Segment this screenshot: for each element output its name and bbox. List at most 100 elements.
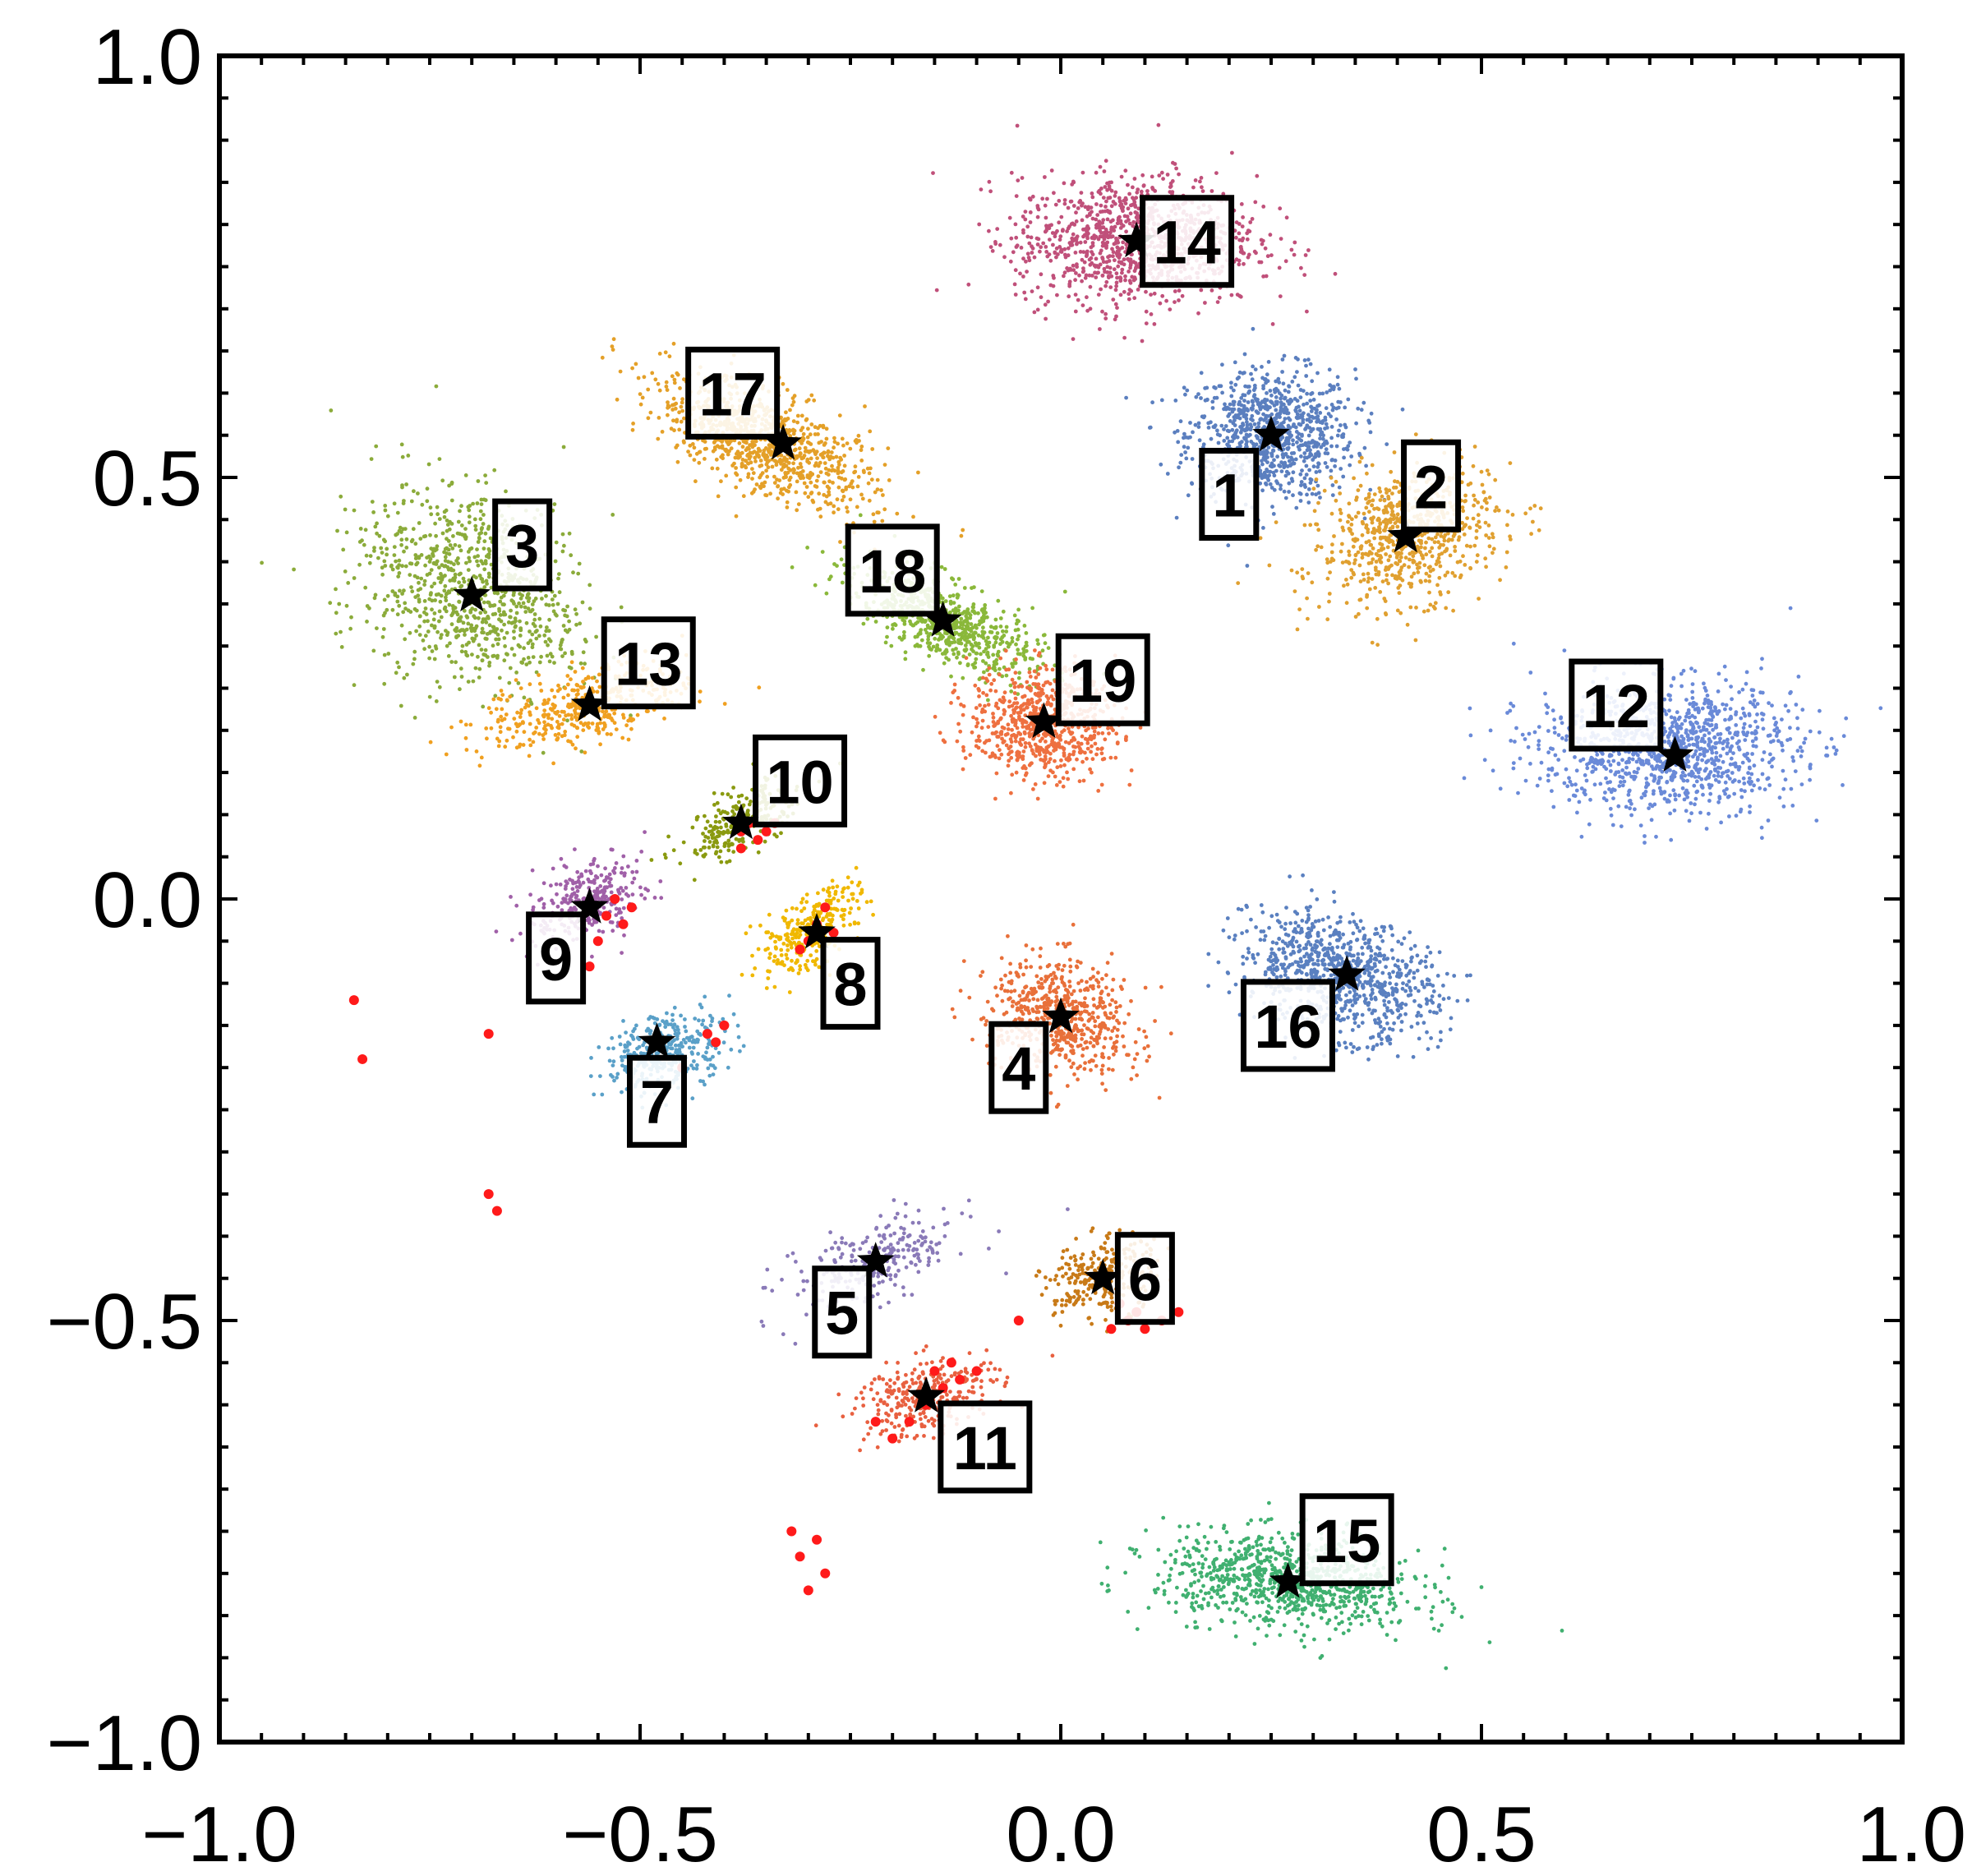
cluster-point — [765, 1267, 770, 1272]
cluster-point — [724, 824, 729, 828]
cluster-point — [1279, 408, 1283, 413]
cluster-point — [1093, 1053, 1098, 1058]
cluster-point — [1131, 1065, 1136, 1070]
cluster-point — [841, 913, 846, 917]
cluster-point — [1017, 1016, 1021, 1021]
cluster-point — [417, 580, 421, 585]
cluster-point — [1069, 1065, 1074, 1069]
cluster-point — [417, 521, 422, 525]
cluster-point — [1232, 388, 1236, 393]
cluster-point — [614, 861, 619, 865]
cluster-point — [1388, 554, 1393, 559]
cluster-point — [1326, 412, 1331, 416]
cluster-point — [1097, 1302, 1102, 1307]
cluster-point — [918, 1412, 923, 1417]
cluster-point — [622, 933, 626, 938]
cluster-point — [416, 593, 421, 598]
cluster-point — [722, 844, 727, 849]
cluster-point — [1262, 425, 1267, 429]
cluster-point — [1415, 546, 1420, 550]
cluster-point — [433, 598, 437, 602]
cluster-point — [707, 829, 712, 834]
cluster-point — [1371, 498, 1375, 503]
cluster-point — [445, 519, 449, 523]
cluster-point — [1090, 1321, 1094, 1326]
cluster-point — [633, 1026, 637, 1031]
cluster-point — [520, 661, 525, 665]
cluster-point — [352, 508, 357, 513]
cluster-point — [1081, 1032, 1086, 1037]
cluster-point — [1330, 542, 1334, 547]
cluster-point — [1006, 989, 1010, 993]
cluster-point — [1291, 470, 1296, 475]
cluster-point — [1486, 523, 1491, 528]
cluster-point — [514, 604, 519, 609]
cluster-point — [1309, 453, 1314, 457]
cluster-point — [1453, 545, 1457, 549]
cluster-point — [938, 1359, 943, 1363]
cluster-point — [827, 890, 832, 895]
cluster-point — [1085, 979, 1089, 984]
cluster-point — [1295, 627, 1300, 632]
cluster-point — [411, 527, 416, 532]
cluster-point — [997, 1229, 1001, 1233]
cluster-point — [1034, 1016, 1039, 1021]
cluster-point — [979, 1379, 984, 1384]
cluster-point — [1300, 414, 1305, 418]
cluster-point — [1260, 376, 1265, 380]
cluster-point — [1387, 565, 1392, 569]
cluster-point — [1495, 505, 1499, 509]
cluster-point — [1315, 371, 1320, 376]
cluster-point — [457, 580, 461, 585]
cluster-point — [518, 634, 523, 638]
cluster-point — [561, 897, 565, 901]
cluster-point — [1117, 1228, 1122, 1233]
cluster-point — [630, 1035, 635, 1039]
cluster-point — [858, 1247, 863, 1251]
cluster-point — [493, 694, 498, 698]
cluster-point — [705, 1045, 710, 1050]
cluster-point — [1142, 1029, 1146, 1034]
cluster-point — [1103, 1241, 1108, 1245]
cluster-point — [1346, 397, 1351, 402]
cluster-point — [525, 596, 529, 600]
cluster-point — [1357, 459, 1362, 464]
cluster-point — [1422, 563, 1427, 568]
cluster-point — [1327, 599, 1331, 604]
cluster-point — [482, 585, 487, 589]
cluster-point — [785, 932, 790, 937]
cluster-point — [1311, 464, 1316, 469]
cluster-point — [960, 1211, 965, 1215]
cluster-point — [477, 675, 481, 680]
cluster-point — [1176, 440, 1181, 445]
cluster-point — [1280, 425, 1285, 430]
cluster-point — [1424, 571, 1429, 576]
cluster-point — [1262, 417, 1266, 422]
cluster-point — [687, 1045, 692, 1050]
cluster-point — [392, 545, 397, 549]
cluster-point — [708, 1013, 712, 1018]
cluster-point — [483, 531, 488, 536]
cluster-point — [553, 559, 558, 564]
cluster-point — [1132, 1057, 1137, 1062]
cluster-point — [1220, 362, 1224, 367]
cluster-point — [425, 499, 430, 504]
cluster-point — [979, 974, 983, 978]
cluster-point — [1245, 408, 1250, 413]
cluster-point — [552, 502, 557, 506]
cluster-point — [1354, 376, 1358, 381]
cluster-point — [1531, 519, 1535, 524]
cluster-point — [375, 521, 379, 526]
cluster-point — [427, 571, 432, 576]
cluster-point — [595, 875, 600, 880]
cluster-point — [1385, 521, 1389, 526]
cluster-point — [703, 852, 707, 857]
cluster-point — [1395, 608, 1400, 613]
cluster-point — [480, 526, 484, 530]
cluster-point — [1325, 451, 1330, 456]
cluster-point — [1330, 458, 1334, 462]
cluster-point — [987, 1247, 991, 1251]
cluster-point — [422, 619, 426, 624]
cluster-point — [984, 1022, 988, 1027]
cluster-point — [620, 1090, 624, 1095]
